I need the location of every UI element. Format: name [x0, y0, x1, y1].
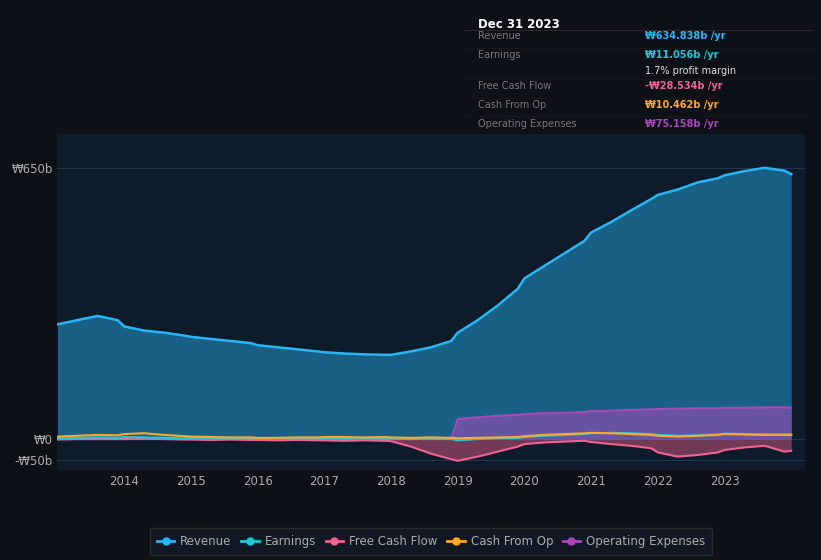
- Text: Free Cash Flow: Free Cash Flow: [478, 81, 551, 91]
- Legend: Revenue, Earnings, Free Cash Flow, Cash From Op, Operating Expenses: Revenue, Earnings, Free Cash Flow, Cash …: [149, 528, 713, 555]
- Text: ₩10.462b /yr: ₩10.462b /yr: [645, 100, 719, 110]
- Text: ₩11.056b /yr: ₩11.056b /yr: [645, 50, 719, 60]
- Text: Earnings: Earnings: [478, 50, 521, 60]
- Text: ₩75.158b /yr: ₩75.158b /yr: [645, 119, 719, 129]
- Text: ₩634.838b /yr: ₩634.838b /yr: [645, 31, 726, 41]
- Text: Operating Expenses: Operating Expenses: [478, 119, 576, 129]
- Text: Cash From Op: Cash From Op: [478, 100, 546, 110]
- Text: Dec 31 2023: Dec 31 2023: [478, 18, 560, 31]
- Text: 1.7% profit margin: 1.7% profit margin: [645, 66, 736, 76]
- Text: -₩28.534b /yr: -₩28.534b /yr: [645, 81, 723, 91]
- Text: Revenue: Revenue: [478, 31, 521, 41]
